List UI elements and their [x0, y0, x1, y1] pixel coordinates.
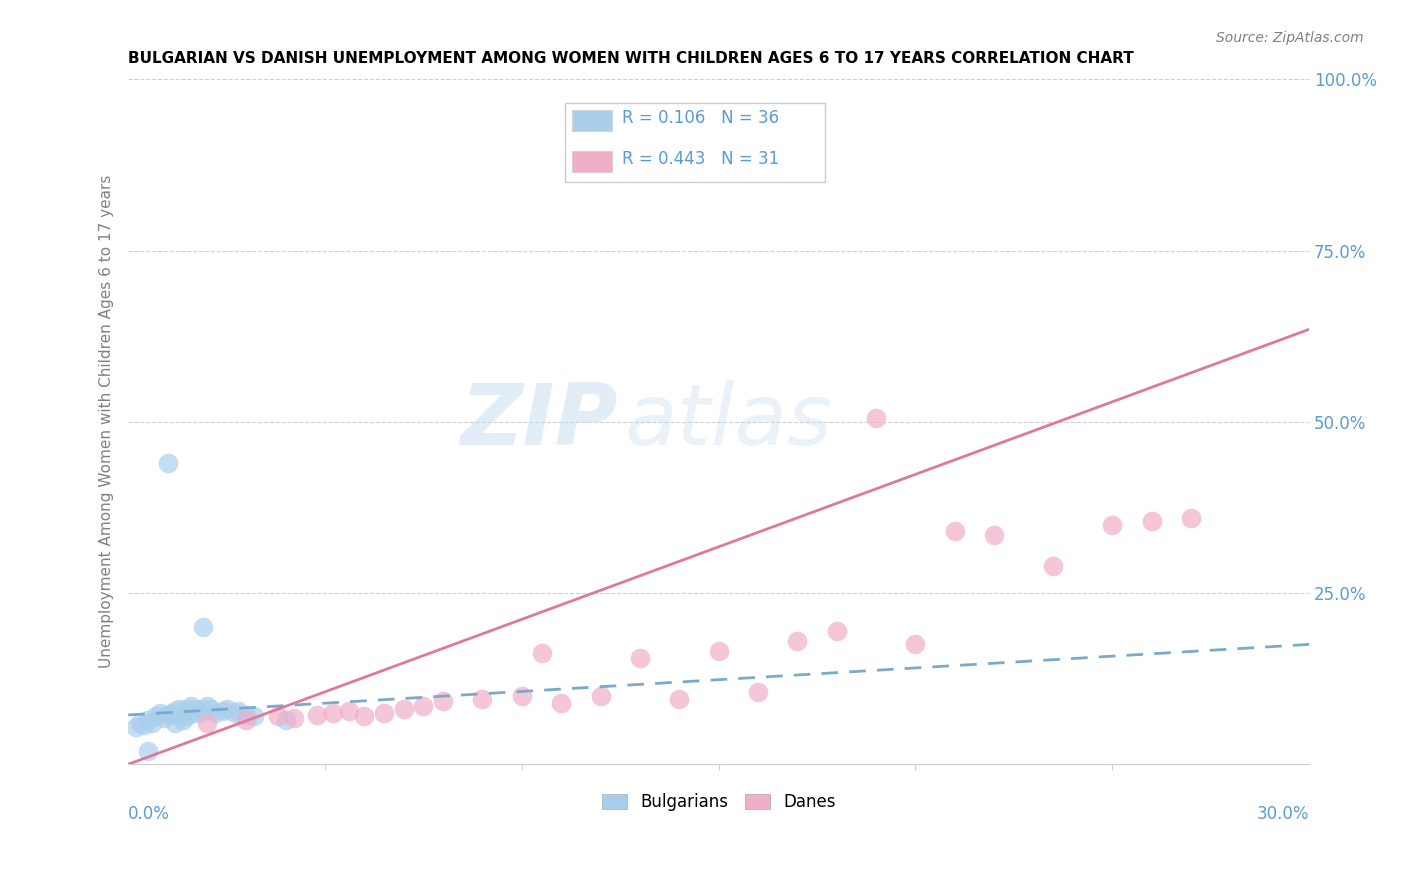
Point	[145, 709, 167, 723]
Point	[132, 717, 155, 731]
Point	[136, 743, 159, 757]
Point	[865, 411, 887, 425]
Point	[283, 711, 305, 725]
Point	[307, 708, 329, 723]
Point	[904, 637, 927, 651]
Point	[668, 692, 690, 706]
Point	[184, 702, 207, 716]
Text: BULGARIAN VS DANISH UNEMPLOYMENT AMONG WOMEN WITH CHILDREN AGES 6 TO 17 YEARS CO: BULGARIAN VS DANISH UNEMPLOYMENT AMONG W…	[128, 51, 1135, 66]
Point	[156, 708, 179, 723]
Point	[392, 702, 415, 716]
Point	[471, 692, 494, 706]
Point	[215, 702, 238, 716]
Point	[188, 706, 211, 720]
Point	[169, 702, 191, 716]
Point	[412, 699, 434, 714]
Text: R = 0.106   N = 36: R = 0.106 N = 36	[621, 110, 779, 128]
Point	[943, 524, 966, 539]
Point	[983, 528, 1005, 542]
Legend: Bulgarians, Danes: Bulgarians, Danes	[595, 786, 842, 818]
Point	[136, 713, 159, 727]
Point	[267, 709, 290, 723]
Point	[530, 646, 553, 660]
Y-axis label: Unemployment Among Women with Children Ages 6 to 17 years: Unemployment Among Women with Children A…	[100, 175, 114, 668]
Point	[224, 706, 246, 720]
Point	[176, 702, 198, 716]
FancyBboxPatch shape	[565, 103, 825, 182]
Point	[195, 716, 218, 731]
Text: ZIP: ZIP	[461, 380, 619, 463]
FancyBboxPatch shape	[572, 111, 613, 131]
Point	[747, 685, 769, 699]
Point	[235, 713, 257, 727]
Point	[172, 706, 194, 720]
Text: R = 0.443   N = 31: R = 0.443 N = 31	[621, 151, 779, 169]
Point	[156, 456, 179, 470]
Point	[235, 708, 257, 723]
Point	[510, 689, 533, 703]
Point	[180, 699, 202, 714]
Point	[1042, 558, 1064, 573]
Point	[1140, 514, 1163, 528]
Point	[169, 709, 191, 723]
Point	[125, 720, 148, 734]
Point	[337, 704, 360, 718]
Point	[432, 694, 454, 708]
Point	[149, 706, 172, 720]
Point	[152, 711, 174, 725]
Point	[322, 706, 344, 720]
Point	[165, 704, 187, 718]
Point	[204, 706, 226, 720]
Point	[160, 706, 183, 720]
Point	[129, 716, 152, 731]
Text: 30.0%: 30.0%	[1257, 805, 1309, 823]
Text: Source: ZipAtlas.com: Source: ZipAtlas.com	[1216, 31, 1364, 45]
Point	[274, 713, 297, 727]
FancyBboxPatch shape	[572, 152, 613, 172]
Point	[1101, 517, 1123, 532]
Point	[786, 634, 808, 648]
Point	[1180, 510, 1202, 524]
Point	[825, 624, 848, 638]
Point	[200, 702, 222, 716]
Point	[191, 620, 214, 634]
Point	[628, 651, 651, 665]
Point	[176, 709, 198, 723]
Point	[191, 702, 214, 716]
Point	[180, 706, 202, 720]
Point	[707, 644, 730, 658]
Point	[228, 704, 250, 718]
Point	[353, 709, 375, 723]
Point	[141, 716, 163, 731]
Point	[243, 709, 266, 723]
Point	[165, 716, 187, 731]
Point	[211, 704, 233, 718]
Text: atlas: atlas	[624, 380, 832, 463]
Point	[373, 706, 395, 720]
Point	[589, 689, 612, 703]
Text: 0.0%: 0.0%	[128, 805, 170, 823]
Point	[550, 696, 572, 710]
Point	[172, 713, 194, 727]
Point	[195, 699, 218, 714]
